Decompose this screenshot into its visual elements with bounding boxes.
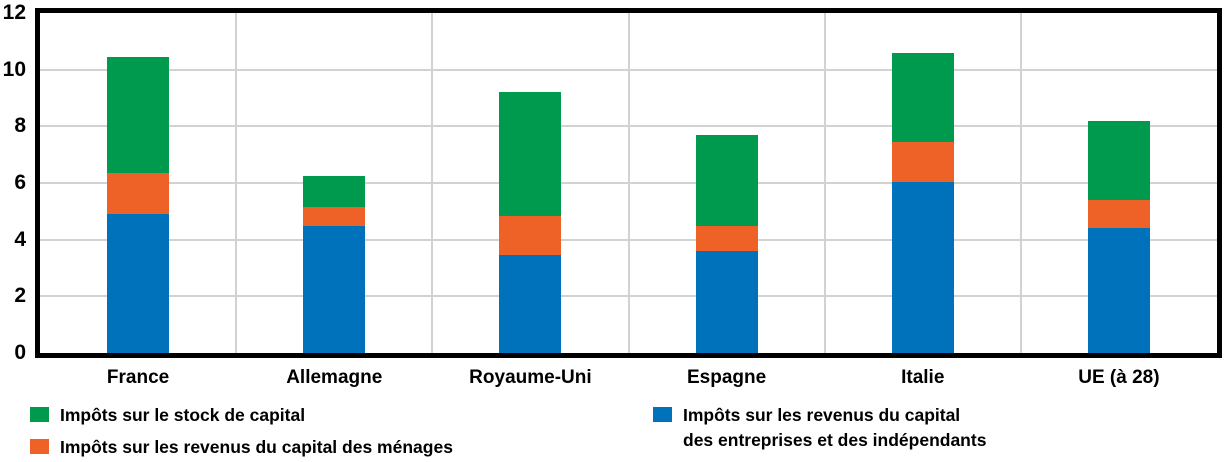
bar-segment-entreprises-5 [1087,228,1150,353]
bar-segment-entreprises-0 [107,214,170,353]
legend-item-entreprises: Impôts sur les revenus du capital des ent… [653,403,986,453]
category-cell-4 [825,13,1021,353]
y-tick-label-6: 6 [14,171,26,194]
category-cell-5 [1021,13,1217,353]
plot-inner [40,13,1217,353]
y-tick-label-12: 12 [2,1,26,24]
bar-0 [107,56,170,353]
legend-swatch-menages [30,439,49,454]
x-category-label-0: France [106,367,170,388]
category-cell-2 [432,13,628,353]
bar-segment-stock-1 [303,175,366,208]
bar-segment-stock-3 [695,134,758,226]
bar-segment-stock-2 [499,92,562,216]
bar-segment-stock-4 [891,52,954,142]
y-tick-label-0: 0 [14,341,26,364]
category-cell-1 [236,13,432,353]
gridline-vertical-5 [1019,13,1022,353]
category-cell-0 [40,13,236,353]
gridline-vertical-2 [431,13,434,353]
category-cell-3 [629,13,825,353]
bar-5 [1087,120,1150,353]
bar-segment-menages-5 [1087,200,1150,229]
bar-segment-entreprises-2 [499,255,562,353]
bar-segment-stock-5 [1087,120,1150,201]
bar-3 [695,134,758,353]
bar-segment-menages-1 [303,207,366,226]
bar-4 [891,52,954,353]
bar-segment-menages-2 [499,215,562,256]
bar-segment-entreprises-1 [303,225,366,353]
y-tick-label-2: 2 [14,284,26,308]
y-tick-label-10: 10 [2,57,26,81]
x-category-label-3: Espagne [686,367,767,388]
x-category-label-1: Allemagne [286,367,383,388]
bar-2 [499,92,562,353]
y-tick-label-4: 4 [14,227,26,251]
legend-label-menages: Impôts sur les revenus du capital des mé… [60,437,453,457]
legend-swatch-entreprises [653,407,672,422]
x-category-label-5: UE (à 28) [1078,367,1160,388]
gridline-vertical-4 [823,13,826,353]
x-category-label-2: Royaume-Uni [469,367,592,388]
legend-swatch-stock [30,407,49,422]
legend-item-stock: Impôts sur le stock de capital [30,403,305,428]
legend-label-stock: Impôts sur le stock de capital [60,405,306,425]
y-tick-label-8: 8 [14,114,26,138]
bar-segment-entreprises-3 [695,251,758,353]
bar-segment-menages-0 [107,173,170,215]
plot-area [35,8,1222,358]
legend-label-entreprises: Impôts sur les revenus du capital des ent… [683,405,987,450]
gridline-vertical-3 [627,13,630,353]
gridline-vertical-1 [235,13,238,353]
chart-legend: Impôts sur le stock de capital Impôts sur… [0,398,1227,462]
legend-item-menages: Impôts sur les revenus du capital des mé… [30,435,453,460]
x-category-label-4: Italie [901,367,945,388]
bar-segment-menages-3 [695,225,758,251]
bar-segment-stock-0 [107,56,170,174]
bar-1 [303,175,366,353]
bar-segment-entreprises-4 [891,181,954,353]
bar-segment-menages-4 [891,141,954,182]
